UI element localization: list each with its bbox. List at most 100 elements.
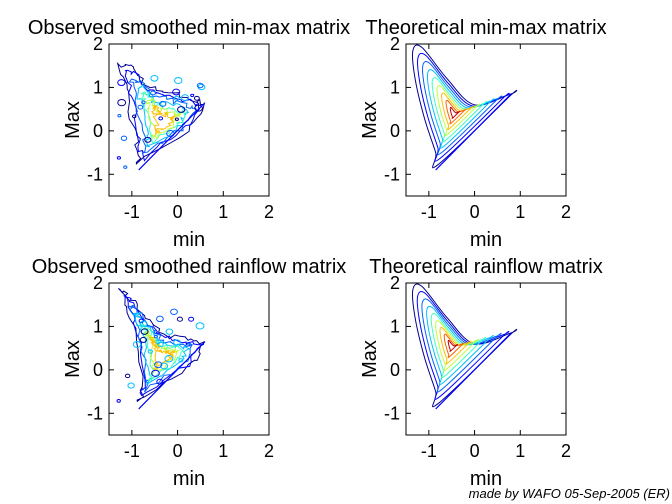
- y-tick-label: -1: [384, 164, 400, 184]
- contour-speckle: [137, 104, 144, 110]
- x-tick-label: -1: [421, 441, 437, 461]
- x-tick-label: -1: [124, 202, 140, 222]
- x-tick-label: 2: [264, 441, 274, 461]
- contour-speckle: [117, 113, 122, 118]
- contour-speckle: [132, 340, 142, 348]
- x-tick-label: 2: [264, 202, 274, 222]
- contour-level-7: [151, 104, 176, 135]
- contour-level-8: [443, 333, 465, 359]
- contour-level-9: [449, 106, 461, 119]
- contour-speckle: [117, 98, 127, 107]
- x-tick-label: 1: [218, 202, 228, 222]
- x-tick-label: 0: [470, 202, 480, 222]
- y-tick-label: -1: [87, 403, 103, 423]
- contour-group: [411, 283, 518, 410]
- axes-box: [108, 43, 270, 197]
- contour-group: [116, 61, 206, 171]
- panel-4: -1 0 1 2 -1 0 1 2 min Max Theoretical rainflow mat…: [359, 256, 603, 490]
- contour-speckle: [193, 95, 200, 101]
- contour-speckle: [155, 315, 164, 323]
- contour-speckle: [172, 88, 181, 96]
- x-tick-label: 1: [515, 202, 525, 222]
- y-tick-label: 0: [390, 121, 400, 141]
- contour-speckle: [139, 336, 148, 343]
- contour-level-6: [435, 320, 479, 372]
- y-tick-label: 2: [93, 273, 103, 293]
- y-axis-label: Max: [62, 101, 84, 139]
- y-tick-label: 1: [93, 77, 103, 97]
- panel-2: -1 0 1 2 -1 0 1 2 min Max Theoretical min-max matr…: [359, 17, 607, 251]
- contour-level-6: [144, 98, 182, 139]
- contour-speckle: [178, 358, 184, 363]
- x-axis-label: min: [470, 468, 502, 490]
- contour-level-2: [417, 52, 510, 162]
- chart-title: Observed smoothed rainflow matrix: [32, 256, 347, 278]
- contour-level-8: [445, 99, 467, 125]
- footer-credit: made by WAFO 05-Sep-2005 (ER): [468, 486, 670, 501]
- contour-speckle: [123, 165, 128, 169]
- contour-speckle: [124, 373, 131, 379]
- contour-level-2: [416, 291, 510, 400]
- y-tick-label: 1: [390, 316, 400, 336]
- contour-speckle: [176, 316, 183, 322]
- y-tick-label: 2: [390, 34, 400, 54]
- chart-title: Theoretical min-max matrix: [365, 17, 606, 39]
- axes-box: [405, 282, 567, 436]
- y-tick-label: 0: [93, 360, 103, 380]
- contour-level-5: [138, 321, 186, 383]
- x-axis-label: min: [173, 468, 205, 490]
- contour-speckle: [160, 362, 169, 370]
- contour-speckle: [197, 83, 206, 91]
- contour-speckle: [195, 322, 205, 330]
- contour-group: [116, 287, 206, 410]
- contour-speckle: [144, 136, 152, 143]
- contour-speckle: [156, 378, 164, 385]
- diagonal-line: [138, 102, 206, 171]
- contour-level-3: [421, 61, 503, 156]
- y-tick-label: 1: [93, 316, 103, 336]
- contour-speckle: [140, 328, 149, 335]
- contour-speckle: [173, 95, 180, 101]
- y-tick-label: 2: [93, 34, 103, 54]
- contour-level-9: [447, 339, 458, 352]
- contour-speckle: [120, 135, 128, 141]
- contour-speckle: [190, 93, 195, 98]
- contour-speckle: [150, 74, 159, 82]
- y-tick-label: 0: [390, 360, 400, 380]
- contour-speckle: [159, 100, 167, 107]
- contour-speckle: [177, 106, 186, 113]
- contour-speckle: [139, 320, 148, 327]
- contour-speckle: [117, 79, 126, 87]
- contour-speckle: [116, 399, 121, 403]
- contour-speckle: [116, 156, 121, 160]
- axes-box: [405, 43, 567, 197]
- x-tick-label: 1: [515, 441, 525, 461]
- y-tick-label: 0: [93, 121, 103, 141]
- y-axis-label: Max: [62, 340, 84, 378]
- x-axis-label: min: [470, 229, 502, 251]
- y-tick-label: -1: [87, 164, 103, 184]
- contour-speckle: [141, 100, 146, 105]
- contour-level-6: [436, 84, 481, 137]
- contour-level-4: [426, 69, 495, 149]
- contour-speckle: [151, 369, 160, 377]
- contour-speckle: [165, 328, 174, 335]
- contour-level-3: [421, 298, 502, 393]
- y-tick-label: 1: [390, 77, 400, 97]
- contour-level-5: [430, 313, 487, 379]
- x-tick-label: -1: [124, 441, 140, 461]
- x-tick-label: 2: [561, 441, 571, 461]
- contour-speckle: [174, 117, 179, 121]
- contour-level-1: [116, 61, 205, 166]
- contour-speckle: [170, 308, 178, 316]
- contour-speckle: [187, 342, 192, 347]
- contour-level-7: [441, 92, 474, 131]
- contour-speckle: [154, 361, 163, 369]
- contour-level-5: [431, 77, 488, 143]
- contour-speckle: [173, 339, 181, 346]
- contour-speckle: [127, 382, 135, 389]
- y-tick-label: 2: [390, 273, 400, 293]
- contour-speckle: [196, 82, 204, 89]
- contour-level-4: [136, 83, 189, 148]
- contour-group: [411, 44, 518, 171]
